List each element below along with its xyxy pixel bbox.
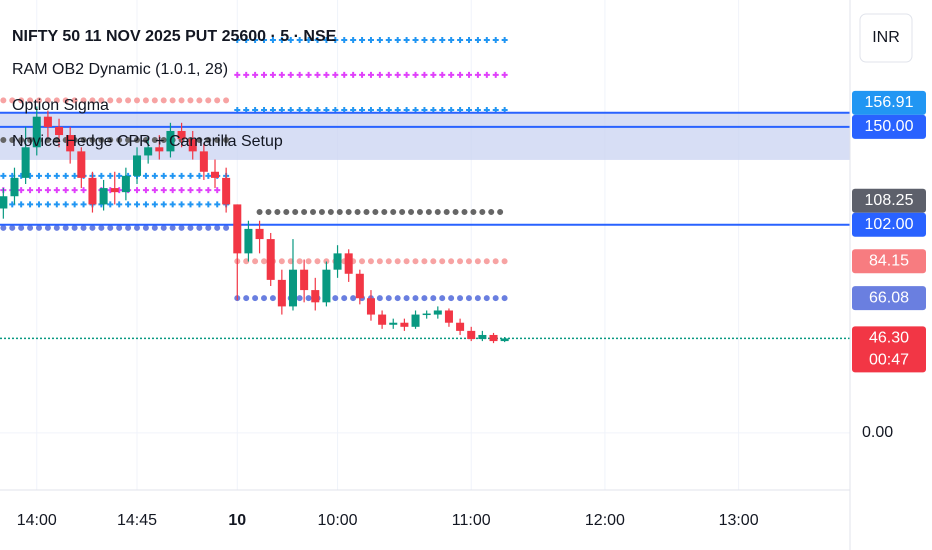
indicator-name[interactable]: Novice Hedge CPR + Camarilla Setup [12,133,283,150]
currency-button[interactable] [859,13,913,63]
price-label-box [852,114,926,139]
candle-body [456,322,465,331]
candle-body [344,253,353,274]
candle-body [99,188,108,205]
candle-body [210,171,220,178]
level-crosses [234,36,508,43]
candle-body [322,269,331,303]
price-label-box [852,188,926,213]
price-label-box [852,249,926,274]
x-tick-label: 10:00 [318,512,358,529]
candle-body [66,135,75,152]
candle-body [0,196,8,209]
level-crosses [234,106,508,113]
level-crosses [234,71,508,78]
price-label: 156.91 [865,94,914,111]
symbol-title: NIFTY 50 11 NOV 2025 PUT 25600 · 5 · NSE [12,28,337,45]
price-label: 46.30 [869,330,909,347]
level-crosses [0,172,230,179]
currency[interactable]: INR [872,29,900,46]
candle-body [21,147,30,178]
candle-body [467,330,476,340]
price-label: 66.08 [869,289,909,306]
candle-body [133,155,142,176]
candle-body [43,116,52,127]
plot-area [0,0,850,490]
candle-body [255,228,264,240]
candle-body [88,177,97,205]
candle-body [389,322,398,325]
candle-body [489,334,498,342]
candle-body [222,177,231,205]
candle-body [300,269,309,291]
candle-body [32,116,41,148]
candle-body [77,151,86,178]
candle-body [433,310,442,315]
price-label-box [852,212,926,237]
indicator-name[interactable]: Option Sigma [12,97,109,114]
candle-body [311,290,320,303]
candle-body [121,175,130,193]
price-label: 102.00 [865,216,914,233]
candle-body [10,177,19,197]
legend: NIFTY 50 11 NOV 2025 PUT 25600 · 5 · NSE… [12,28,337,150]
candle-body [188,139,197,152]
candle-body [277,279,286,307]
zone [0,112,850,160]
candle-body [110,188,119,193]
candle-body [444,310,453,323]
countdown: 00:47 [869,352,909,369]
candle-body [355,273,364,299]
candle-body [144,147,153,156]
candle-body [500,338,509,342]
candle-body [400,322,409,327]
candle-body [244,228,253,254]
candle-body [378,314,387,325]
candle-body [233,204,242,254]
candle-body [166,130,175,152]
price-label: 150.00 [865,118,914,135]
candle-body [288,269,297,307]
candle-body [366,298,375,315]
x-tick-label: 11:00 [452,512,491,529]
price-label: 84.15 [869,252,909,269]
candle-body [199,151,208,172]
candle-body [411,314,420,327]
price-label: 108.25 [865,192,914,209]
x-tick-label: 14:00 [17,512,57,529]
y-tick-label: 0.00 [862,424,893,441]
candle-body [333,253,342,270]
price-label-box [852,326,926,373]
x-tick-label: 14:45 [117,512,157,529]
x-tick-label: 13:00 [719,512,759,529]
candle-body [55,126,64,136]
candle-body [422,313,431,316]
price-label-box [852,90,926,115]
x-tick-label: 12:00 [585,512,625,529]
candle-body [266,239,275,280]
x-tick-label: 10 [228,512,246,529]
candle-body [177,130,186,140]
candle-body [478,334,487,340]
candle-body [155,147,164,152]
price-label-box [852,286,926,311]
indicator-name[interactable]: RAM OB2 Dynamic (1.0.1, 28) [12,61,228,78]
